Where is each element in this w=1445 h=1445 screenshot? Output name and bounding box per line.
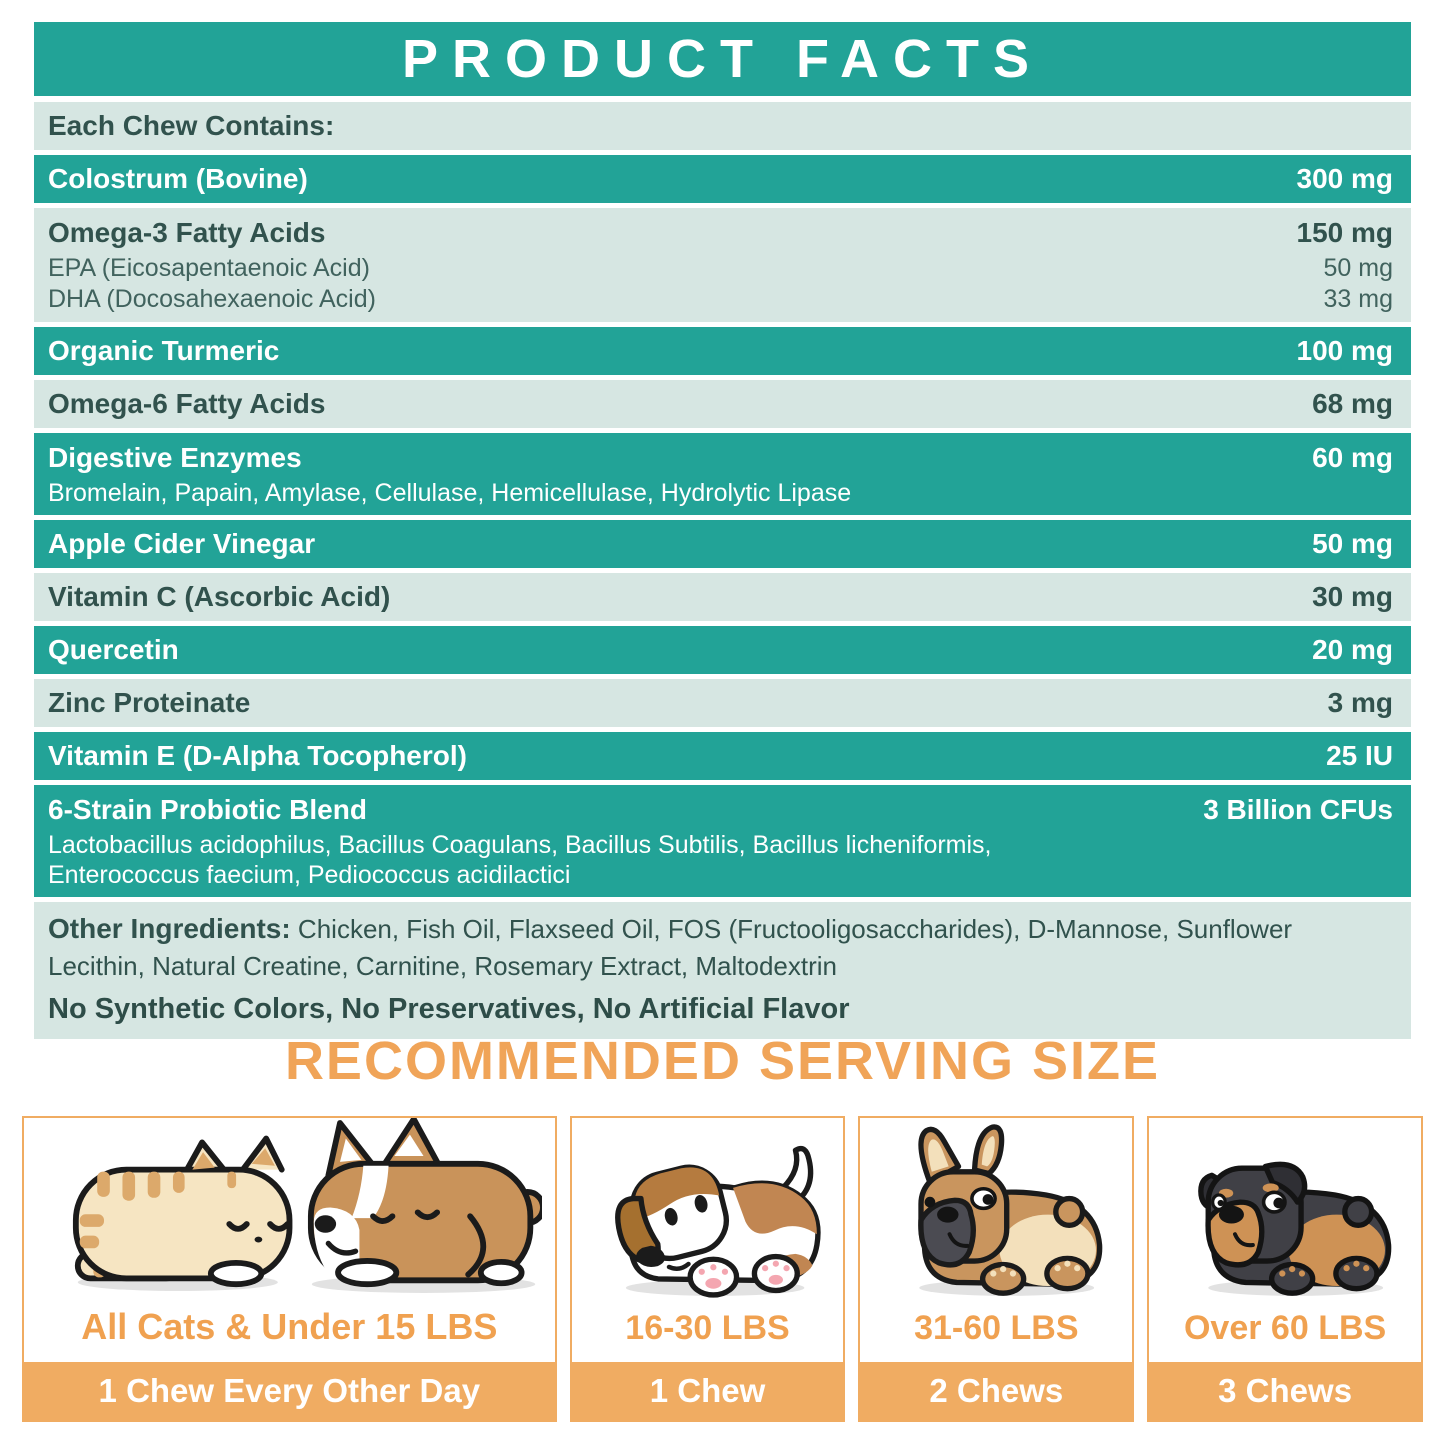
ingredient-amount: 30 mg bbox=[1312, 581, 1393, 612]
product-facts-panel: PRODUCT FACTS Each Chew Contains: Colost… bbox=[34, 22, 1411, 1044]
ingredient-amount: 68 mg bbox=[1312, 388, 1393, 419]
ingredient-note: Bromelain, Papain, Amylase, Cellulase, H… bbox=[48, 479, 852, 507]
weight-range-label: 31-60 LBS bbox=[914, 1309, 1079, 1347]
weight-range-label: All Cats & Under 15 LBS bbox=[81, 1306, 498, 1347]
ingredient-name: Organic Turmeric bbox=[48, 335, 280, 366]
ingredient-row-vitamin-e: Vitamin E (D-Alpha Tocopherol) 25 IU bbox=[34, 732, 1411, 780]
ingredient-amount: 3 mg bbox=[1327, 687, 1393, 718]
ingredient-amount: 50 mg bbox=[1312, 528, 1393, 559]
ingredient-row-omega6: Omega-6 Fatty Acids 68 mg bbox=[34, 380, 1411, 428]
dose-band: 1 Chew Every Other Day bbox=[24, 1362, 555, 1420]
ingredient-amount: 150 mg bbox=[1296, 217, 1394, 248]
ingredient-name: Colostrum (Bovine) bbox=[48, 163, 308, 194]
weight-range-label: 16-30 LBS bbox=[625, 1309, 790, 1347]
french-bulldog-illustration bbox=[860, 1118, 1132, 1303]
ingredient-name: Digestive Enzymes bbox=[48, 442, 302, 473]
ingredient-row-probiotic-blend: 6-Strain Probiotic Blend 3 Billion CFUs … bbox=[34, 785, 1411, 897]
ingredient-note-line: Lactobacillus acidophilus, Bacillus Coag… bbox=[48, 831, 992, 859]
sub-ingredient-amount: 33 mg bbox=[1323, 285, 1393, 313]
each-chew-contains-label: Each Chew Contains: bbox=[48, 110, 335, 141]
ingredient-amount: 100 mg bbox=[1296, 335, 1394, 366]
ingredient-note-line: Enterococcus faecium, Pediococcus acidil… bbox=[48, 861, 571, 889]
beagle-illustration bbox=[572, 1118, 844, 1303]
ingredient-row-apple-cider-vinegar: Apple Cider Vinegar 50 mg bbox=[34, 520, 1411, 568]
dose-band: 3 Chews bbox=[1149, 1362, 1421, 1420]
rottweiler-icon bbox=[1198, 1161, 1392, 1296]
product-facts-title: PRODUCT FACTS bbox=[34, 22, 1411, 96]
ingredient-name: Omega-3 Fatty Acids bbox=[48, 217, 326, 248]
no-additives-claim: No Synthetic Colors, No Preservatives, N… bbox=[48, 993, 850, 1025]
other-ingredients-row: Other Ingredients: Chicken, Fish Oil, Fl… bbox=[34, 902, 1411, 1039]
dose-band: 2 Chews bbox=[860, 1362, 1133, 1420]
ingredient-amount: 60 mg bbox=[1312, 442, 1393, 473]
serving-card-31-60-lbs: 31-60 LBS 2 Chews bbox=[858, 1116, 1135, 1422]
weight-range-label: Over 60 LBS bbox=[1183, 1309, 1387, 1347]
ingredient-row-omega3: Omega-3 Fatty Acids 150 mg EPA (Eicosape… bbox=[34, 208, 1411, 322]
other-ingredients-label: Other Ingredients: bbox=[48, 913, 291, 944]
sleeping-cat-and-corgi-icon bbox=[72, 1118, 542, 1293]
ingredient-name: Quercetin bbox=[48, 634, 179, 665]
french-bulldog-icon bbox=[918, 1124, 1103, 1296]
rottweiler-illustration bbox=[1149, 1118, 1421, 1303]
serving-card-16-30-lbs: 16-30 LBS 1 Chew bbox=[569, 1116, 846, 1422]
ingredient-row-zinc: Zinc Proteinate 3 mg bbox=[34, 679, 1411, 727]
ingredient-amount: 300 mg bbox=[1296, 163, 1394, 194]
ingredient-row-digestive-enzymes: Digestive Enzymes 60 mg Bromelain, Papai… bbox=[34, 433, 1411, 515]
other-ingredients-list: Chicken, Fish Oil, Flaxseed Oil, FOS (Fr… bbox=[48, 914, 1293, 981]
serving-card-under-15-lbs: All Cats & Under 15 LBS 1 Chew Every Oth… bbox=[22, 1116, 557, 1422]
ingredient-name: Vitamin C (Ascorbic Acid) bbox=[48, 581, 391, 612]
ingredient-name: Omega-6 Fatty Acids bbox=[48, 388, 326, 419]
sub-ingredient-name: EPA (Eicosapentaenoic Acid) bbox=[48, 254, 370, 282]
ingredient-amount: 3 Billion CFUs bbox=[1203, 794, 1393, 825]
serving-cards: All Cats & Under 15 LBS 1 Chew Every Oth… bbox=[22, 1116, 1423, 1422]
other-ingredients-text: Other Ingredients: Chicken, Fish Oil, Fl… bbox=[48, 910, 1393, 985]
serving-size-title: RECOMMENDED SERVING SIZE bbox=[284, 1031, 1161, 1091]
ingredient-name: Vitamin E (D-Alpha Tocopherol) bbox=[48, 740, 467, 771]
sleeping-cat-and-corgi-illustration bbox=[24, 1118, 555, 1300]
ingredient-name: 6-Strain Probiotic Blend bbox=[48, 794, 367, 825]
ingredient-row-colostrum: Colostrum (Bovine) 300 mg bbox=[34, 155, 1411, 203]
sub-ingredient-name: DHA (Docosahexaenoic Acid) bbox=[48, 285, 376, 313]
ingredient-name: Apple Cider Vinegar bbox=[48, 528, 316, 559]
each-chew-contains-row: Each Chew Contains: bbox=[34, 102, 1411, 150]
ingredient-amount: 20 mg bbox=[1312, 634, 1393, 665]
ingredient-amount: 25 IU bbox=[1326, 740, 1393, 771]
dose-band: 1 Chew bbox=[571, 1362, 844, 1420]
sub-ingredient-amount: 50 mg bbox=[1323, 254, 1393, 282]
ingredient-row-quercetin: Quercetin 20 mg bbox=[34, 626, 1411, 674]
ingredient-row-turmeric: Organic Turmeric 100 mg bbox=[34, 327, 1411, 375]
serving-card-over-60-lbs: Over 60 LBS 3 Chews bbox=[1147, 1116, 1423, 1422]
ingredient-name: Zinc Proteinate bbox=[48, 687, 251, 718]
beagle-icon bbox=[614, 1145, 821, 1298]
ingredient-row-vitamin-c: Vitamin C (Ascorbic Acid) 30 mg bbox=[34, 573, 1411, 621]
